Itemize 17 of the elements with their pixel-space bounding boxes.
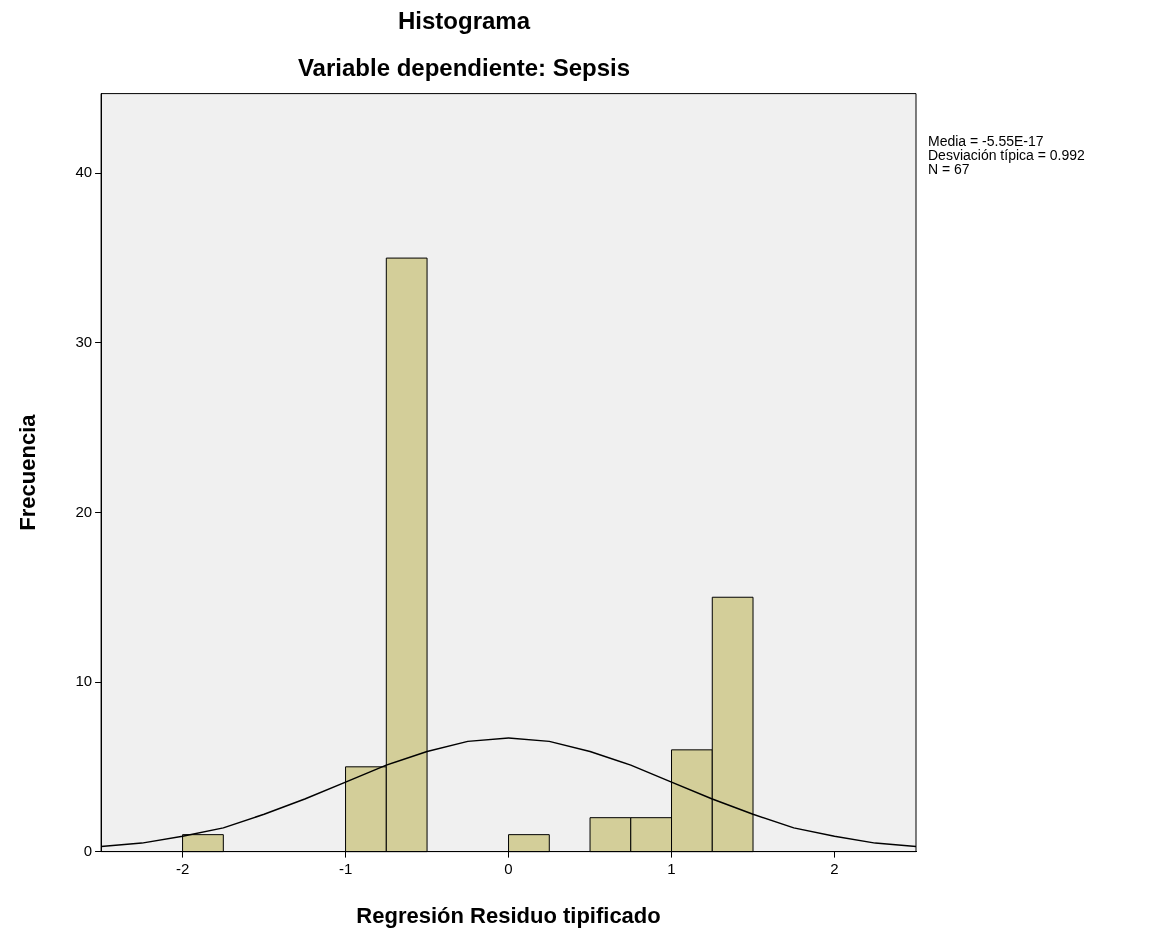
y-tick-label: 20 — [75, 502, 93, 520]
y-tick-label: 30 — [75, 333, 93, 351]
chart-title: Histograma — [397, 7, 531, 35]
x-tick-label: 0 — [504, 859, 513, 877]
x-tick-label: -2 — [175, 859, 190, 877]
y-tick-label: 0 — [83, 841, 93, 859]
y-tick-label: 40 — [75, 163, 93, 181]
x-tick-label: 1 — [667, 859, 676, 877]
x-axis-title: Regresión Residuo tipificado — [356, 902, 661, 928]
y-axis-title: Frecuencia — [15, 413, 41, 531]
x-tick-label: -1 — [338, 859, 353, 877]
x-tick-label: 2 — [830, 859, 839, 877]
text: Desviación típica = 0.992 — [928, 147, 1086, 164]
text: N = 67 — [928, 161, 970, 178]
chart-subtitle: Variable dependiente: Sepsis — [297, 53, 631, 81]
text: Media = -5.55E-17 — [928, 133, 1044, 150]
y-tick-label: 10 — [75, 672, 93, 690]
